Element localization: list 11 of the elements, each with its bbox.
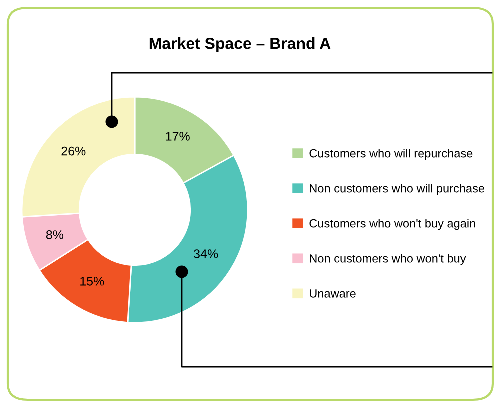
data-label: 8% bbox=[46, 230, 64, 240]
legend-label: Non customers who will purchase bbox=[310, 184, 484, 196]
legend-label: Non customers who won't buy bbox=[310, 254, 466, 266]
legend-label: Customers who won't buy again bbox=[310, 219, 476, 230]
chart-title: Market Space – Brand A bbox=[150, 38, 331, 52]
data-label: 17% bbox=[166, 132, 190, 141]
data-label: 15% bbox=[80, 277, 104, 286]
legend-label: Customers who will repurchase bbox=[310, 149, 473, 160]
legend-label: Unaware bbox=[310, 290, 356, 298]
data-label: 26% bbox=[62, 146, 86, 156]
data-label: 34% bbox=[194, 250, 218, 258]
